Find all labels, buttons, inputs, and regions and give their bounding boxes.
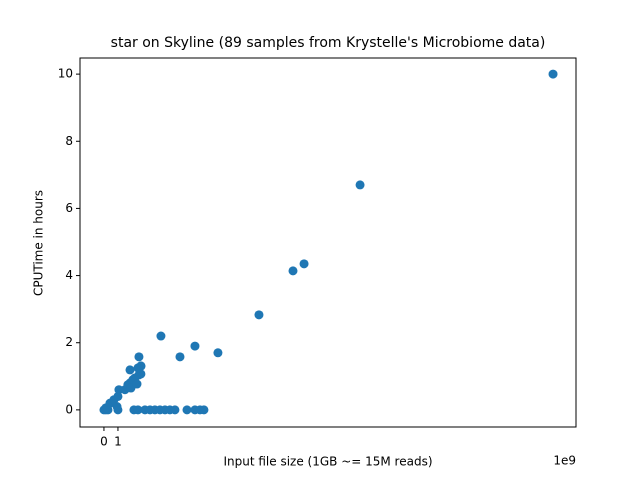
point <box>170 405 180 415</box>
x-tick-label: 0 <box>100 435 108 449</box>
point <box>133 405 143 415</box>
point <box>254 310 264 320</box>
x-axis-label: Input file size (1GB ~= 15M reads) <box>223 455 432 469</box>
y-tick-label: 6 <box>65 201 73 215</box>
y-tick-label: 8 <box>65 134 73 148</box>
point <box>175 352 185 362</box>
chart-title: star on Skyline (89 samples from Krystel… <box>111 35 546 51</box>
y-tick-label: 10 <box>58 67 73 81</box>
point <box>133 363 143 373</box>
point <box>125 365 135 375</box>
point <box>112 402 122 412</box>
x-tick-label: 1 <box>114 435 122 449</box>
point <box>213 348 223 358</box>
plot-frame <box>79 57 577 428</box>
point <box>299 259 309 269</box>
point <box>190 341 200 351</box>
point <box>132 379 142 389</box>
point <box>288 266 298 276</box>
point <box>548 69 558 79</box>
y-tick-label: 2 <box>65 335 73 349</box>
point <box>156 331 166 341</box>
point <box>113 391 123 401</box>
point <box>182 405 192 415</box>
point <box>134 352 144 362</box>
x-offset-label: 1e9 <box>553 454 576 468</box>
point <box>199 405 209 415</box>
y-axis-label: CPUTime in hours <box>32 190 46 296</box>
point <box>355 180 365 190</box>
y-tick-label: 4 <box>65 268 73 282</box>
y-tick-label: 0 <box>65 402 73 416</box>
